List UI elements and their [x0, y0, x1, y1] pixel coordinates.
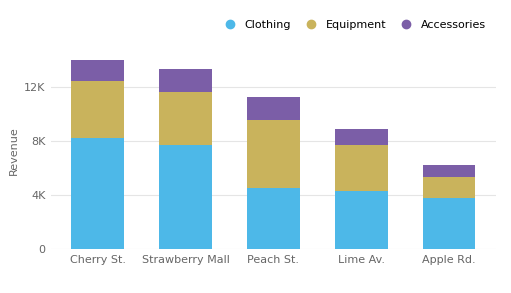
Bar — [72, 138, 124, 249]
Bar — [423, 197, 475, 249]
Bar — [159, 69, 212, 92]
Y-axis label: Revenue: Revenue — [9, 127, 18, 175]
Bar — [335, 145, 388, 191]
Bar — [423, 177, 475, 197]
Bar — [247, 188, 300, 249]
Legend: Clothing, Equipment, Accessories: Clothing, Equipment, Accessories — [215, 15, 490, 34]
Bar — [72, 59, 124, 81]
Bar — [72, 81, 124, 138]
Bar — [335, 129, 388, 145]
Bar — [159, 145, 212, 249]
Bar — [247, 120, 300, 188]
Bar — [423, 165, 475, 177]
Bar — [159, 92, 212, 145]
Bar — [335, 191, 388, 249]
Bar — [247, 97, 300, 120]
